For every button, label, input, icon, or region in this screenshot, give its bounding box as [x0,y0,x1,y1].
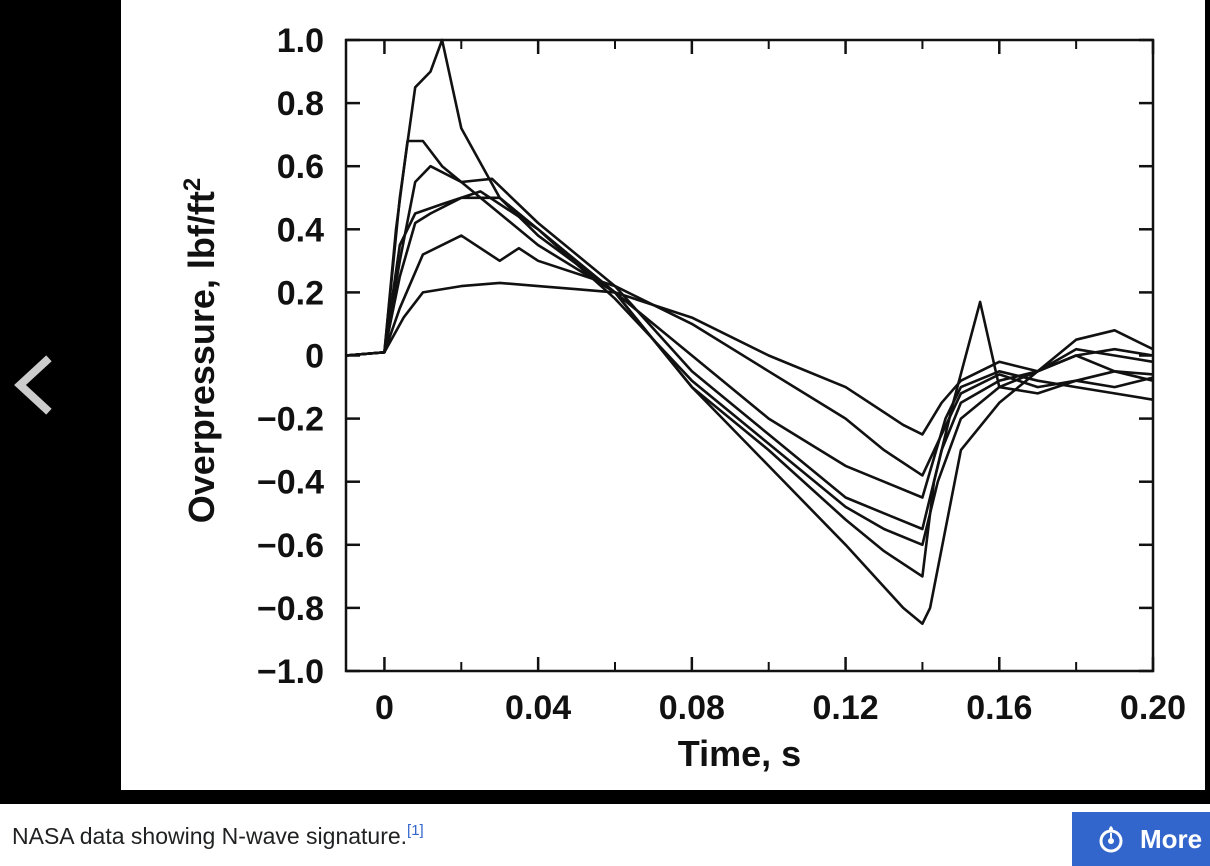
wikimedia-commons-icon [1096,824,1126,854]
x-tick-label: 0.08 [659,689,725,727]
y-tick-label: −0.2 [257,401,324,439]
y-tick-label: 0.6 [277,148,324,186]
more-button-label: More [1140,823,1203,854]
y-tick-label: 0.2 [277,274,324,312]
y-tick-label: −0.8 [257,590,324,628]
y-tick-label: −0.6 [257,527,324,565]
reference-link[interactable]: [1] [407,822,424,839]
media-viewer: 0 0.04 0.08 0.12 0.16 0.20 1.0 0.8 0.6 0.4 0.2 0 −0.… [0,0,1210,804]
series-line [345,196,1154,499]
y-tick-label: −0.4 [257,464,324,502]
y-tick-label: 1.0 [277,22,324,60]
more-button[interactable]: More [1072,812,1210,866]
series-line [345,38,1154,626]
chart: 0 0.04 0.08 0.12 0.16 0.201.00.80.60.40.20−0.… [179,22,1186,774]
x-tick-label: 0.20 [1120,689,1186,727]
caption: NASA data showing N-wave signature.[1] [12,822,424,850]
x-tick-label: 0.16 [966,689,1032,727]
y-tick-label: 0.8 [277,85,324,123]
series-line [345,234,1154,477]
y-tick-label: −1.0 [257,653,324,691]
x-tick-label: 0.04 [505,689,571,727]
chart-image: 0 0.04 0.08 0.12 0.16 0.20 1.0 0.8 0.6 0.4 0.2 0 −0.… [121,0,1205,790]
caption-text: NASA data showing N-wave signature. [12,823,408,849]
chevron-left-icon[interactable] [8,355,58,415]
y-tick-label: 0.4 [277,211,324,249]
series-line [345,139,1154,578]
series-line [345,164,1154,531]
y-tick-label: 0 [305,338,324,376]
y-axis-title-superscript: 2 [179,178,206,191]
x-tick-label: 0.12 [812,689,878,727]
y-axis-title: Overpressure, lbf/ft2 [179,178,222,523]
series-line [345,281,1154,436]
x-tick-label: 0 [375,689,394,727]
plot-frame [344,38,1155,673]
series-line [345,190,1154,547]
x-axis-title: Time, s [678,733,801,774]
